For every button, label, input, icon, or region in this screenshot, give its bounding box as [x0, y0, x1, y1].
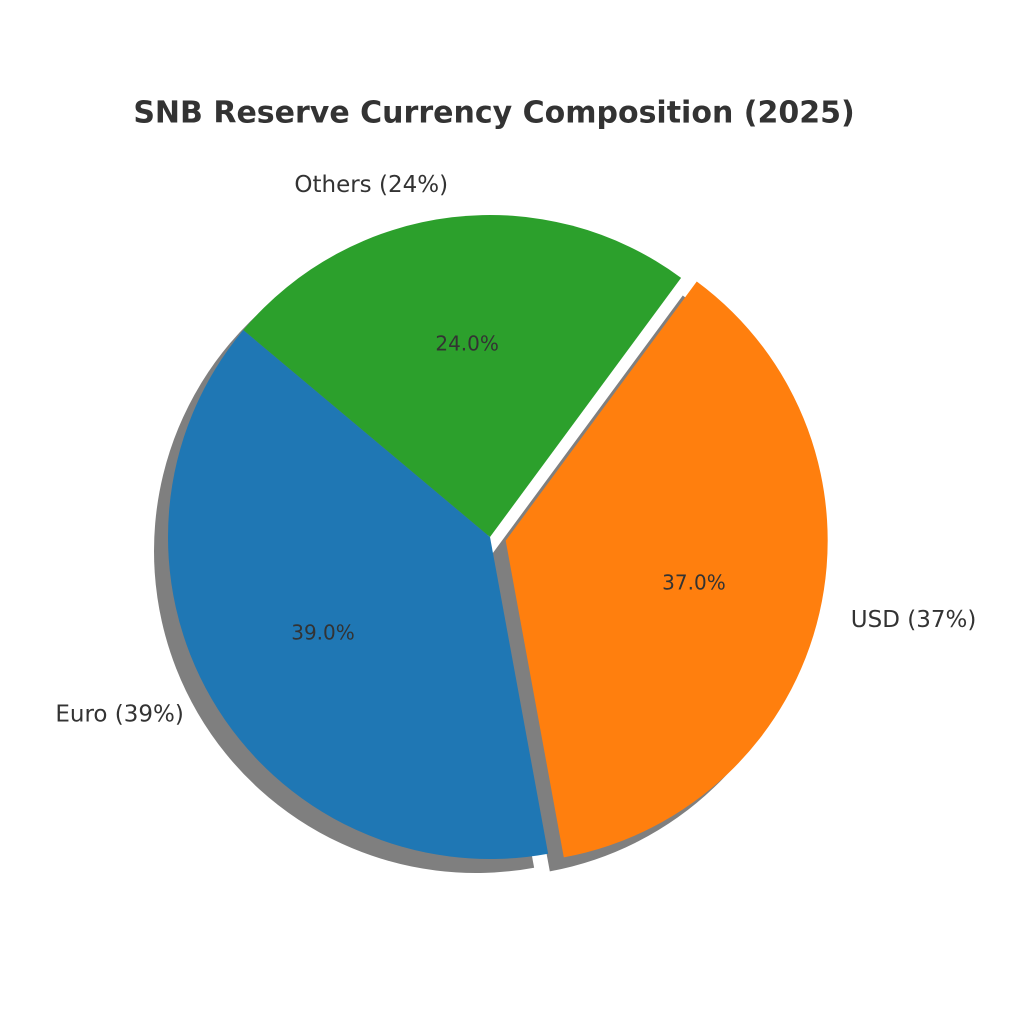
- wedge: [243, 215, 682, 538]
- wedge: [505, 281, 828, 858]
- data-label: 39.0%: [291, 621, 355, 645]
- legend-label: Euro (39%): [55, 702, 184, 728]
- legend-label: USD (37%): [851, 607, 977, 633]
- wedge-layer: [167, 215, 828, 859]
- data-label: 37.0%: [662, 571, 726, 595]
- wedge: [167, 330, 549, 859]
- legend-label: Others (24%): [294, 172, 448, 198]
- data-label: 24.0%: [435, 332, 499, 356]
- chart-title: SNB Reserve Currency Composition (2025): [133, 96, 854, 131]
